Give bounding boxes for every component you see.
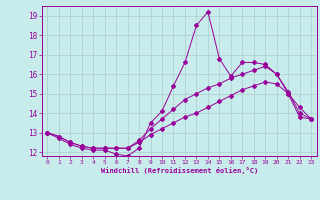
X-axis label: Windchill (Refroidissement éolien,°C): Windchill (Refroidissement éolien,°C) (100, 167, 258, 174)
